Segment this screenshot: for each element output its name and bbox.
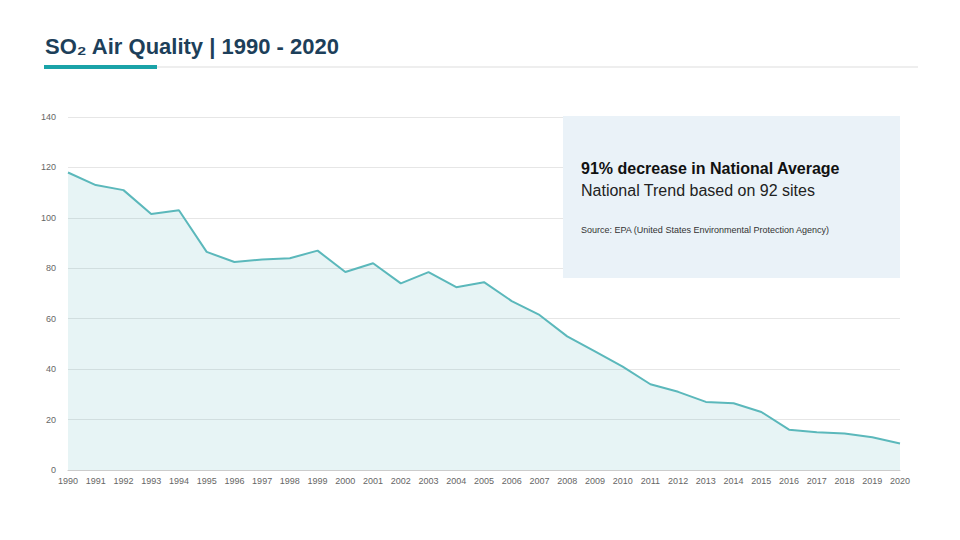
svg-text:2004: 2004 bbox=[446, 476, 466, 486]
svg-text:2005: 2005 bbox=[474, 476, 494, 486]
svg-text:1998: 1998 bbox=[280, 476, 300, 486]
svg-text:2018: 2018 bbox=[835, 476, 855, 486]
svg-text:60: 60 bbox=[46, 314, 56, 324]
svg-text:1999: 1999 bbox=[308, 476, 328, 486]
svg-text:1994: 1994 bbox=[169, 476, 189, 486]
svg-text:2014: 2014 bbox=[724, 476, 744, 486]
svg-text:2008: 2008 bbox=[557, 476, 577, 486]
svg-text:1992: 1992 bbox=[113, 476, 133, 486]
svg-text:20: 20 bbox=[46, 415, 56, 425]
svg-text:2013: 2013 bbox=[696, 476, 716, 486]
svg-text:1995: 1995 bbox=[197, 476, 217, 486]
svg-text:2017: 2017 bbox=[807, 476, 827, 486]
svg-text:2012: 2012 bbox=[668, 476, 688, 486]
svg-text:2020: 2020 bbox=[890, 476, 910, 486]
svg-text:80: 80 bbox=[46, 263, 56, 273]
svg-text:1991: 1991 bbox=[86, 476, 106, 486]
svg-text:1990: 1990 bbox=[58, 476, 78, 486]
svg-text:0: 0 bbox=[51, 465, 56, 475]
svg-text:120: 120 bbox=[41, 162, 56, 172]
svg-text:National Trend based on 92 sit: National Trend based on 92 sites bbox=[581, 182, 815, 199]
svg-text:2007: 2007 bbox=[529, 476, 549, 486]
svg-text:2001: 2001 bbox=[363, 476, 383, 486]
svg-text:2016: 2016 bbox=[779, 476, 799, 486]
svg-text:1993: 1993 bbox=[141, 476, 161, 486]
svg-text:1997: 1997 bbox=[252, 476, 272, 486]
svg-text:2015: 2015 bbox=[751, 476, 771, 486]
svg-text:40: 40 bbox=[46, 364, 56, 374]
svg-text:2000: 2000 bbox=[335, 476, 355, 486]
svg-text:2006: 2006 bbox=[502, 476, 522, 486]
svg-text:140: 140 bbox=[41, 112, 56, 122]
svg-text:2010: 2010 bbox=[613, 476, 633, 486]
svg-text:1996: 1996 bbox=[224, 476, 244, 486]
svg-text:2003: 2003 bbox=[419, 476, 439, 486]
svg-text:2009: 2009 bbox=[585, 476, 605, 486]
svg-text:100: 100 bbox=[41, 213, 56, 223]
svg-text:91% decrease in National Avera: 91% decrease in National Average bbox=[581, 160, 840, 177]
svg-text:2002: 2002 bbox=[391, 476, 411, 486]
svg-text:2011: 2011 bbox=[641, 476, 660, 486]
svg-text:2019: 2019 bbox=[862, 476, 882, 486]
svg-text:SO₂ Air Quality | 1990 - 2020: SO₂ Air Quality | 1990 - 2020 bbox=[45, 34, 339, 59]
svg-text:Source: EPA (United States Env: Source: EPA (United States Environmental… bbox=[581, 225, 829, 235]
